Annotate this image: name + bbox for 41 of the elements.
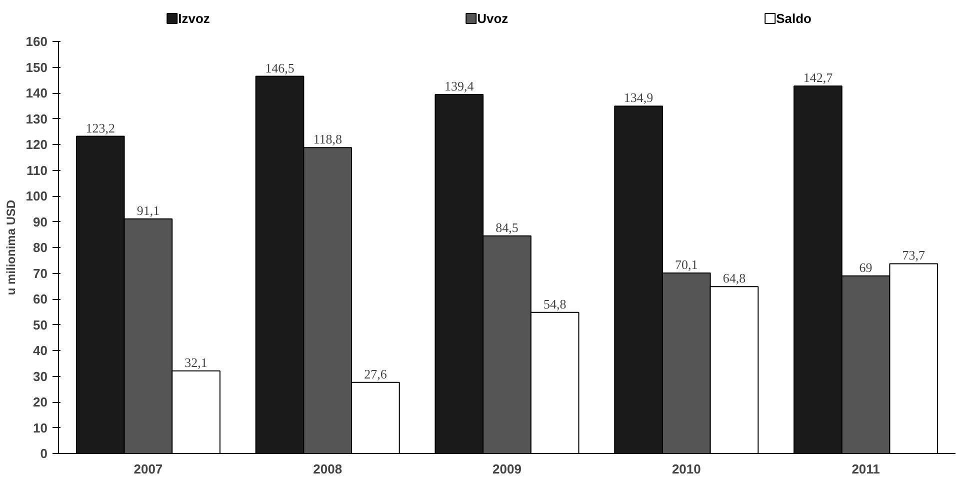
y-tick-label: 90	[33, 214, 48, 230]
y-tick-label: 130	[26, 111, 48, 126]
y-tick-label: 80	[33, 240, 48, 255]
x-tick-label: 2011	[852, 462, 880, 476]
data-label: 27,6	[364, 366, 388, 382]
y-tick-label: 140	[26, 86, 48, 100]
y-tick-label: 110	[26, 162, 48, 178]
data-label: 70,1	[675, 256, 698, 272]
data-label: 142,7	[803, 70, 834, 86]
data-label: 54,8	[543, 296, 566, 312]
y-tick-label: 20	[33, 394, 48, 410]
data-label: 118,8	[313, 132, 342, 147]
y-tick-label: 0	[40, 446, 48, 461]
data-label: 32,1	[184, 354, 208, 370]
data-label: 146,5	[265, 60, 294, 76]
y-tick-label: 30	[33, 368, 48, 384]
y-tick-label: 10	[33, 420, 48, 436]
x-tick-label: 2010	[672, 462, 701, 476]
y-axis-title: u milionima USD	[4, 199, 18, 296]
y-tick-label: 150	[26, 60, 48, 75]
y-tick-label: 70	[33, 266, 48, 281]
legend-label: Saldo	[776, 11, 812, 26]
data-label: 139,4	[444, 78, 474, 94]
y-tick-label: 160	[26, 34, 48, 49]
y-tick-label: 60	[33, 292, 48, 306]
x-tick-label: 2008	[313, 462, 342, 476]
data-label: 91,1	[136, 202, 160, 218]
data-label: 69	[859, 260, 872, 275]
x-tick-label: 2009	[492, 462, 522, 476]
y-tick-label: 100	[26, 188, 48, 204]
y-tick-label: 40	[33, 343, 48, 358]
data-label: 73,7	[902, 248, 926, 263]
x-tick-label: 2007	[134, 462, 163, 476]
data-label: 84,5	[496, 220, 518, 235]
legend-label: Izvoz	[178, 11, 210, 26]
legend-label: Uvoz	[477, 11, 509, 26]
y-tick-label: 120	[26, 137, 48, 152]
data-label: 64,8	[722, 270, 746, 286]
data-label: 134,9	[624, 90, 654, 106]
y-tick-label: 50	[33, 317, 48, 332]
data-label: 123,2	[86, 120, 115, 136]
